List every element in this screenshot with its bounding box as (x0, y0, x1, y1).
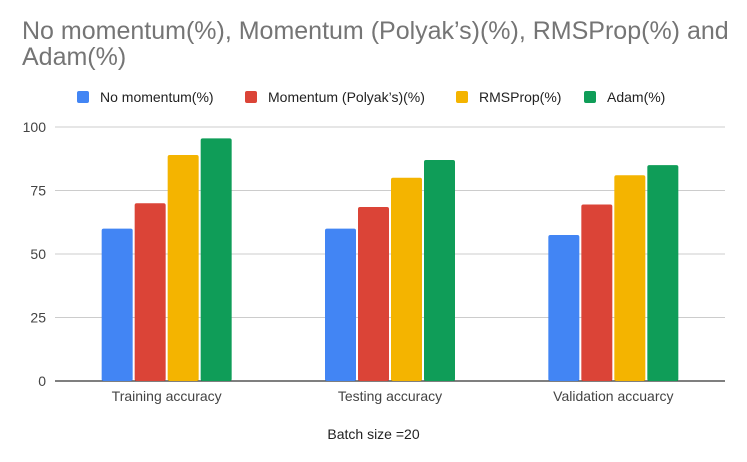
tick-labels: 0 25 50 75 100 Training accuracy Testing accur… (23, 119, 674, 404)
bar[interactable] (647, 165, 679, 381)
legend-label: Adam(%) (607, 89, 666, 105)
bar[interactable] (614, 175, 646, 381)
bar[interactable] (581, 204, 613, 381)
legend-swatch (584, 91, 596, 103)
legend-item[interactable]: Momentum (Polyak’s)(%) (245, 88, 425, 106)
bar[interactable] (200, 138, 232, 381)
bar[interactable] (167, 154, 199, 381)
legend-label: Momentum (Polyak’s)(%) (268, 89, 425, 105)
x-axis-label: Batch size =20 (327, 426, 420, 442)
legend-swatch (245, 91, 257, 103)
bar[interactable] (101, 228, 133, 381)
y-tick-label: 25 (30, 310, 46, 326)
bars (101, 138, 679, 381)
legend-swatch (77, 91, 89, 103)
legend-label: No momentum(%) (100, 89, 214, 105)
legend-swatch (456, 91, 468, 103)
x-tick-label: Testing accuracy (338, 388, 442, 404)
legend: No momentum(%) Momentum (Polyak’s)(%) RMSP… (0, 88, 747, 106)
y-tick-label: 0 (38, 373, 46, 389)
bar[interactable] (548, 234, 580, 381)
y-tick-label: 50 (30, 246, 46, 262)
y-tick-label: 100 (23, 119, 47, 135)
bar[interactable] (424, 160, 455, 381)
y-tick-label: 75 (30, 183, 46, 199)
bar-chart-plot: 0 25 50 75 100 Training accuracy Testing accur… (23, 119, 725, 404)
legend-item[interactable]: No momentum(%) (77, 88, 214, 106)
x-tick-label: Training accuracy (112, 388, 222, 404)
bar[interactable] (325, 228, 356, 381)
chart-title: No momentum(%), Momentum (Polyak’s)(%), … (22, 17, 729, 71)
legend-label: RMSProp(%) (479, 89, 562, 105)
x-tick-label: Validation accuarcy (553, 388, 673, 404)
bar[interactable] (358, 207, 389, 381)
legend-item[interactable]: RMSProp(%) (456, 88, 561, 106)
gridlines (55, 126, 725, 382)
bar[interactable] (134, 203, 166, 381)
bar[interactable] (391, 177, 422, 381)
legend-item[interactable]: Adam(%) (584, 88, 665, 106)
